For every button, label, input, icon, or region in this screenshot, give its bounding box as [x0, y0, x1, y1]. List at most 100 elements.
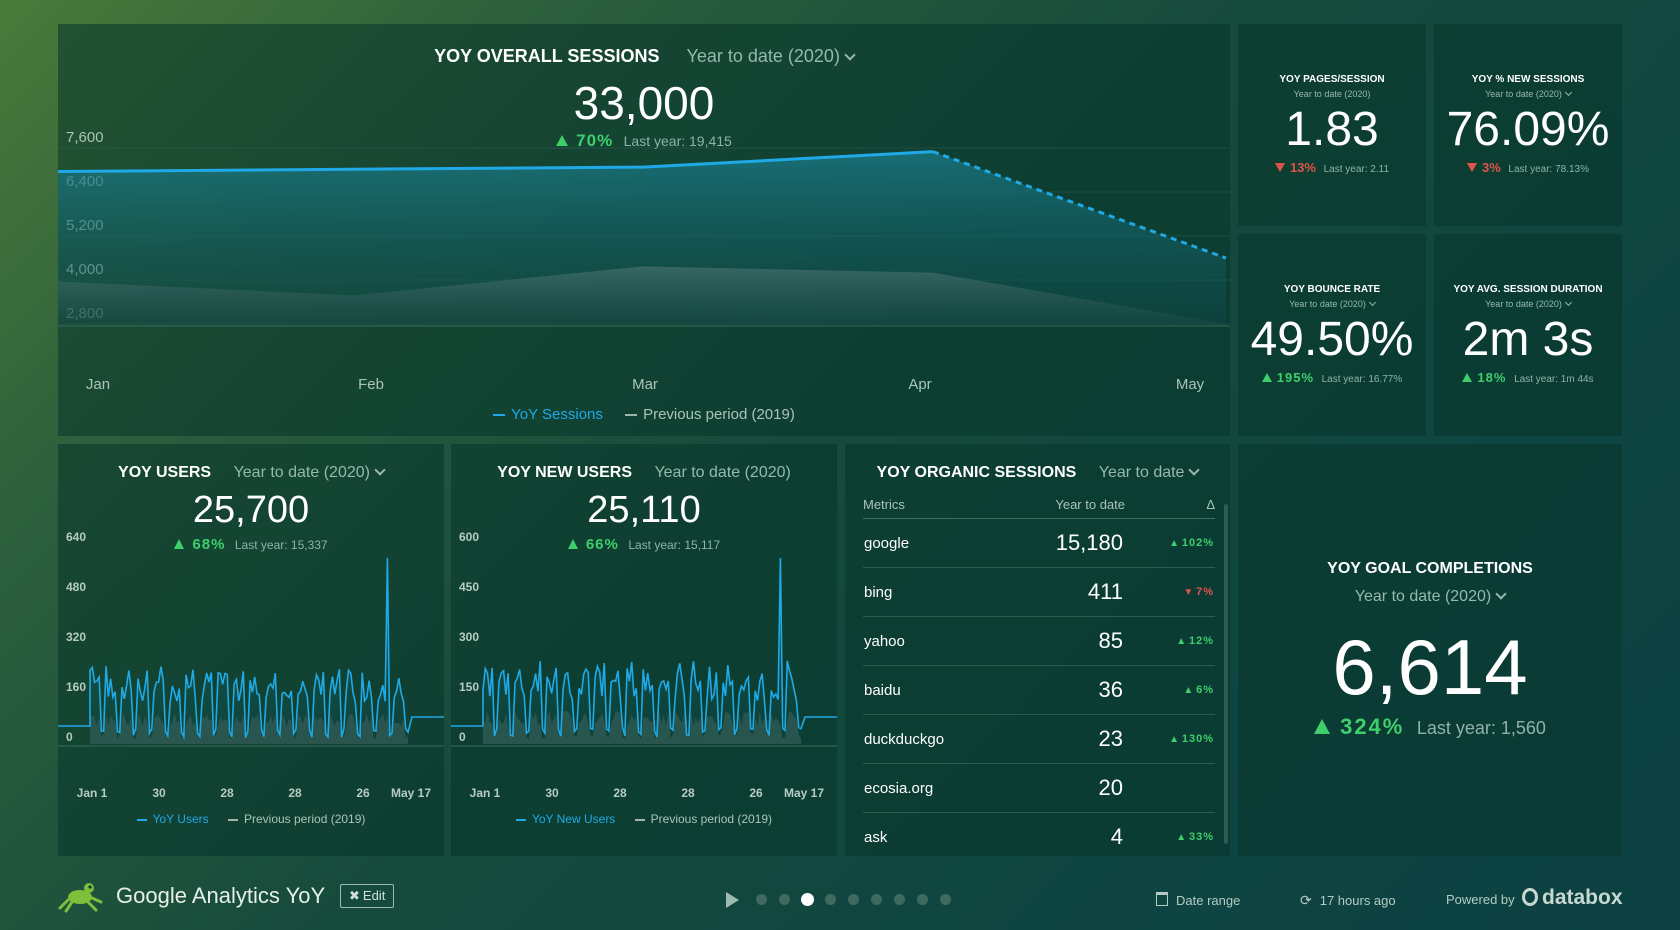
new-users-header: YOY NEW USERS Year to date (2020)	[451, 464, 837, 482]
row-delta: ▲ 33%	[1125, 812, 1215, 856]
table-row[interactable]: duckduckgo 23 ▲ 130%	[863, 714, 1215, 764]
y-tick-label: 640	[66, 530, 87, 544]
users-chart	[58, 557, 444, 747]
kpi-delta: 13% Last year: 2.11	[1238, 160, 1426, 175]
new-users-legend: YoY New Users Previous period (2019)	[451, 812, 837, 826]
sessions-line-current	[58, 150, 934, 173]
page-dot[interactable]	[848, 894, 859, 905]
row-value: 15,180	[1004, 518, 1125, 568]
y-tick-label: 7,600	[66, 129, 104, 146]
col-metrics: Metrics	[863, 497, 1005, 519]
new-users-range-select[interactable]: Year to date (2020)	[654, 464, 791, 481]
x-tick-label: 26	[749, 786, 763, 800]
table-row[interactable]: yahoo 85 ▲ 12%	[863, 616, 1215, 666]
y-tick-label: 150	[459, 680, 480, 694]
row-value: 23	[1004, 714, 1125, 764]
scrollbar[interactable]	[1224, 504, 1228, 844]
page-dot[interactable]	[871, 894, 882, 905]
y-tick-label: 300	[459, 630, 480, 644]
up-arrow-icon: ▲	[1176, 636, 1189, 647]
x-tick-label: 28	[288, 786, 302, 800]
chevron-down-icon	[1495, 588, 1507, 600]
table-row[interactable]: ask 4 ▲ 33%	[863, 812, 1215, 856]
y-tick-label: 0	[459, 730, 466, 744]
kpi-range[interactable]: Year to date (2020)	[1293, 89, 1371, 99]
kpi-range-select[interactable]: Year to date (2020)	[1434, 88, 1622, 99]
row-delta: ▲ 6%	[1125, 665, 1215, 715]
organic-title: YOY ORGANIC SESSIONS	[876, 464, 1077, 481]
x-tick-label: Mar	[632, 376, 658, 393]
users-range-select[interactable]: Year to date (2020)	[234, 464, 386, 481]
line-current	[451, 557, 837, 738]
page-dot[interactable]	[940, 894, 951, 905]
y-tick-label: 320	[66, 630, 87, 644]
row-delta	[1125, 763, 1215, 813]
table-row[interactable]: baidu 36 ▲ 6%	[863, 665, 1215, 715]
table-row[interactable]: bing 411 ▼ 7%	[863, 567, 1215, 617]
organic-sessions-panel: YOY ORGANIC SESSIONS Year to date Metric…	[845, 444, 1230, 856]
x-tick-label: Jan	[85, 376, 111, 393]
row-metric: duckduckgo	[863, 714, 1005, 764]
row-delta: ▲ 130%	[1125, 714, 1215, 764]
page-dot[interactable]	[756, 894, 767, 905]
page-dot[interactable]	[917, 894, 928, 905]
new-users-panel: YOY NEW USERS Year to date (2020) 25,110…	[451, 444, 837, 856]
col-value: Year to date	[1004, 497, 1125, 519]
edit-button[interactable]: ✖ Edit	[340, 884, 395, 908]
databox-brand[interactable]: databox	[1522, 886, 1623, 910]
row-metric: ecosia.org	[863, 763, 1005, 813]
legend-current: YoY Users	[152, 812, 209, 826]
goal-completions-panel: YOY GOAL COMPLETIONS Year to date (2020)…	[1238, 444, 1622, 856]
table-row[interactable]: ecosia.org 20	[863, 763, 1215, 813]
sessions-chart	[58, 147, 1230, 327]
y-tick-label: 450	[459, 580, 480, 594]
users-panel: YOY USERS Year to date (2020) 25,700 68%…	[58, 444, 444, 856]
legend-previous: Previous period (2019)	[243, 812, 366, 826]
kpi-title: YOY BOUNCE RATE	[1283, 284, 1381, 295]
up-arrow-icon	[556, 135, 569, 146]
page-dot[interactable]	[801, 893, 814, 906]
kpi-delta: 195% Last year: 16.77%	[1238, 370, 1426, 385]
x-tick-label: 28	[220, 786, 234, 800]
last-updated[interactable]: ⟳ 17 hours ago	[1300, 892, 1396, 908]
row-metric: ask	[863, 812, 1005, 856]
date-range-control[interactable]: Date range	[1156, 892, 1240, 908]
new-users-value: 25,110	[587, 489, 701, 531]
up-arrow-icon	[1462, 373, 1473, 382]
kpi-pages-session: YOY PAGES/SESSION Year to date (2020) 1.…	[1238, 24, 1426, 226]
users-title: YOY USERS	[118, 464, 212, 481]
x-tick-label: 28	[681, 786, 695, 800]
kpi-range-select[interactable]: Year to date (2020)	[1238, 298, 1426, 309]
x-tick-label: 26	[356, 786, 370, 800]
kpi-title: YOY % NEW SESSIONS	[1471, 74, 1585, 85]
play-icon[interactable]	[726, 892, 739, 908]
x-tick-label: Jan 1	[469, 786, 501, 800]
goals-delta: 324% Last year: 1,560	[1238, 714, 1622, 740]
down-arrow-icon: ▼	[1183, 587, 1197, 598]
new-users-title: YOY NEW USERS	[497, 464, 632, 481]
x-tick-label: Apr	[908, 376, 932, 393]
y-tick-label: 0	[66, 730, 73, 744]
page-dot[interactable]	[825, 894, 836, 905]
close-icon: ✖	[349, 888, 360, 903]
dashboard-name: Google Analytics YoY	[116, 883, 326, 908]
powered-by: Powered by	[1446, 892, 1515, 907]
sessions-range-select[interactable]: Year to date (2020)	[686, 46, 856, 66]
users-delta: 68% Last year: 15,337	[58, 536, 444, 554]
legend-previous: Previous period (2019)	[650, 812, 773, 826]
row-value: 20	[1004, 763, 1125, 813]
kpi-delta: 18% Last year: 1m 44s	[1434, 370, 1622, 385]
row-metric: bing	[863, 567, 1005, 617]
page-dot[interactable]	[894, 894, 905, 905]
row-delta: ▼ 7%	[1125, 567, 1215, 617]
up-arrow-icon	[1314, 719, 1331, 734]
databox-logo-icon	[1522, 888, 1538, 906]
goals-range-select[interactable]: Year to date (2020)	[1238, 588, 1622, 606]
page-dot[interactable]	[779, 894, 790, 905]
organic-range-select[interactable]: Year to date	[1099, 464, 1201, 481]
kpi-range-select[interactable]: Year to date (2020)	[1434, 298, 1622, 309]
table-row[interactable]: google 15,180 ▲ 102%	[863, 518, 1215, 568]
kpi-value: 2m 3s	[1462, 313, 1594, 366]
kpi-bounce-rate: YOY BOUNCE RATE Year to date (2020) 49.5…	[1238, 234, 1426, 436]
y-tick-label: 480	[66, 580, 87, 594]
